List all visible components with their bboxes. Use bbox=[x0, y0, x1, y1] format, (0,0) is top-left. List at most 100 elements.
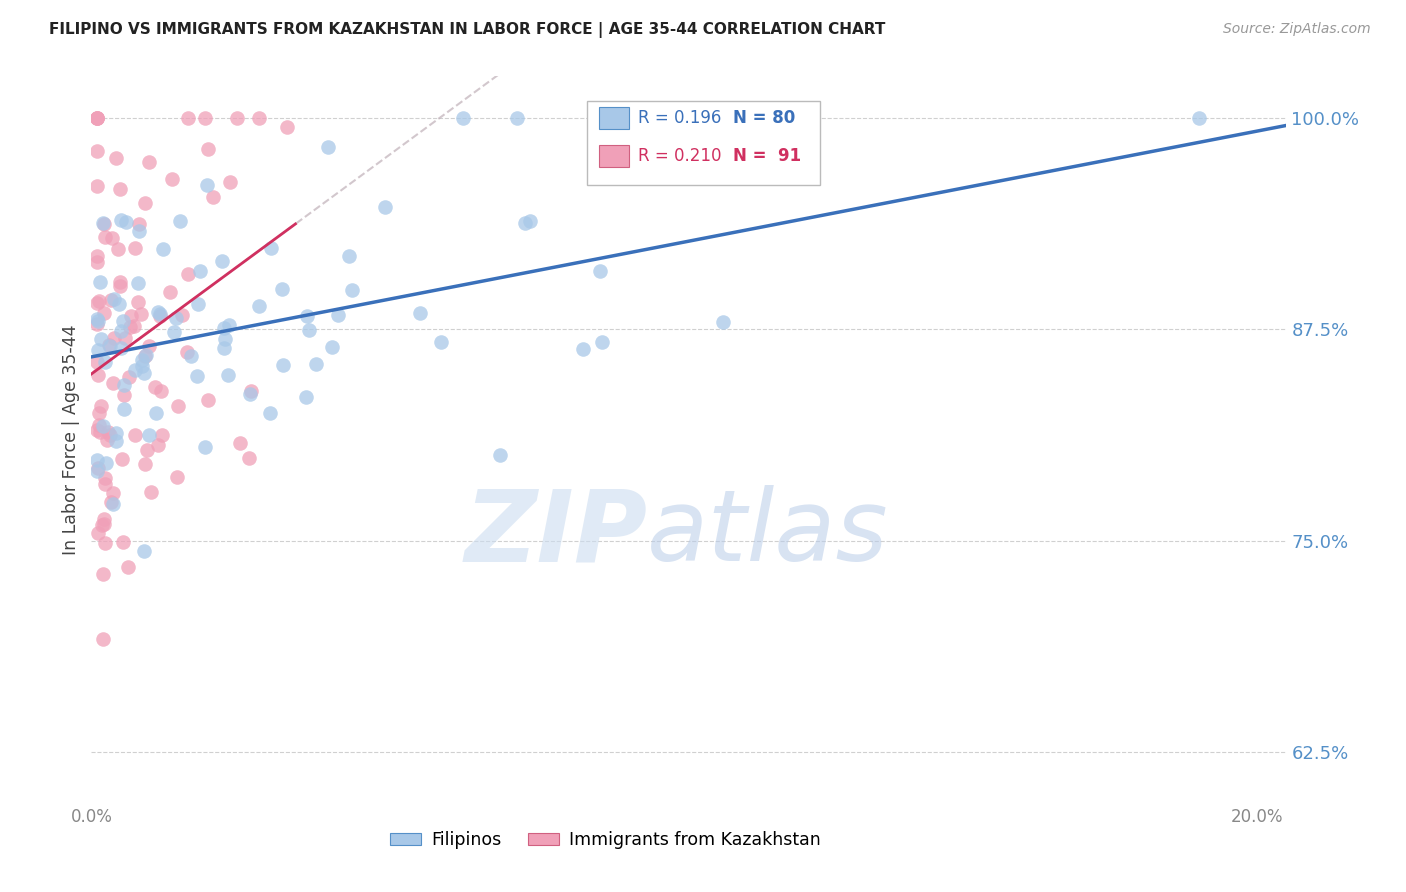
Point bbox=[134, 349, 156, 363]
Point bbox=[177, 267, 200, 281]
Point bbox=[87, 368, 110, 382]
Point bbox=[87, 418, 110, 433]
Point bbox=[298, 323, 321, 337]
Point bbox=[90, 332, 112, 346]
Point bbox=[247, 111, 270, 125]
Point bbox=[120, 309, 142, 323]
Point bbox=[100, 495, 122, 509]
Point bbox=[135, 348, 157, 362]
Point bbox=[149, 309, 172, 323]
Y-axis label: In Labor Force | Age 35-44: In Labor Force | Age 35-44 bbox=[62, 324, 80, 555]
Point bbox=[271, 358, 294, 372]
Point bbox=[145, 406, 167, 420]
Point bbox=[247, 299, 270, 313]
Point bbox=[165, 310, 187, 325]
Point bbox=[124, 241, 146, 255]
Point bbox=[96, 456, 118, 470]
Point bbox=[87, 406, 110, 420]
Point bbox=[112, 377, 135, 392]
Point bbox=[93, 535, 115, 549]
Point bbox=[131, 353, 153, 368]
Point bbox=[86, 295, 108, 310]
Point bbox=[89, 276, 111, 290]
Point bbox=[451, 111, 474, 125]
Point bbox=[93, 516, 115, 531]
Point bbox=[98, 338, 121, 352]
Point bbox=[122, 318, 145, 333]
Point bbox=[162, 172, 184, 186]
Point bbox=[101, 486, 124, 500]
Point bbox=[89, 425, 111, 439]
Point bbox=[145, 380, 167, 394]
Point bbox=[101, 231, 124, 245]
Point bbox=[117, 559, 139, 574]
Point bbox=[195, 178, 218, 192]
Point bbox=[217, 368, 239, 382]
Point bbox=[270, 282, 292, 296]
Point bbox=[108, 182, 131, 196]
Text: Source: ZipAtlas.com: Source: ZipAtlas.com bbox=[1223, 22, 1371, 37]
Point bbox=[571, 342, 593, 356]
Point bbox=[87, 343, 110, 357]
Point bbox=[197, 392, 219, 407]
Point bbox=[166, 469, 188, 483]
Point bbox=[214, 332, 236, 346]
Point bbox=[150, 384, 173, 398]
Point bbox=[167, 399, 190, 413]
Point bbox=[337, 249, 360, 263]
Point bbox=[159, 285, 181, 300]
Point bbox=[118, 370, 141, 384]
Point bbox=[239, 384, 262, 398]
Point bbox=[513, 215, 536, 229]
Point bbox=[111, 534, 134, 549]
Point bbox=[172, 308, 194, 322]
Point bbox=[711, 316, 734, 330]
Point bbox=[86, 355, 108, 369]
Text: R = 0.196: R = 0.196 bbox=[637, 109, 721, 127]
Point bbox=[94, 471, 117, 485]
Point bbox=[194, 440, 217, 454]
Point bbox=[276, 120, 298, 134]
Point bbox=[295, 309, 318, 323]
Point bbox=[86, 111, 108, 125]
Point bbox=[105, 434, 128, 448]
Point bbox=[93, 306, 115, 320]
FancyBboxPatch shape bbox=[599, 107, 630, 128]
Point bbox=[87, 461, 110, 475]
Point bbox=[86, 178, 108, 193]
Point bbox=[150, 428, 173, 442]
Point bbox=[146, 305, 169, 319]
Point bbox=[107, 242, 129, 256]
Point bbox=[127, 276, 149, 290]
Point bbox=[321, 340, 343, 354]
Point bbox=[100, 293, 122, 308]
Point bbox=[489, 448, 512, 462]
Point bbox=[214, 341, 236, 355]
Point bbox=[86, 255, 108, 269]
Point bbox=[93, 229, 115, 244]
Point bbox=[229, 435, 252, 450]
Point bbox=[124, 428, 146, 442]
Text: N =  91: N = 91 bbox=[733, 147, 801, 165]
Point bbox=[111, 452, 134, 467]
Point bbox=[146, 437, 169, 451]
Point bbox=[127, 294, 149, 309]
Point bbox=[98, 338, 121, 352]
Point bbox=[93, 632, 115, 647]
Point bbox=[186, 369, 208, 384]
Point bbox=[304, 357, 326, 371]
Point bbox=[108, 275, 131, 289]
Point bbox=[519, 214, 541, 228]
Point bbox=[103, 497, 125, 511]
Point bbox=[103, 331, 125, 345]
Point bbox=[110, 213, 132, 227]
Point bbox=[138, 155, 160, 169]
Point bbox=[128, 217, 150, 231]
Point bbox=[373, 200, 395, 214]
Point bbox=[134, 457, 156, 471]
Point bbox=[135, 443, 157, 458]
Point bbox=[134, 196, 156, 211]
Point bbox=[107, 297, 129, 311]
Text: N = 80: N = 80 bbox=[733, 109, 796, 127]
Point bbox=[129, 307, 152, 321]
